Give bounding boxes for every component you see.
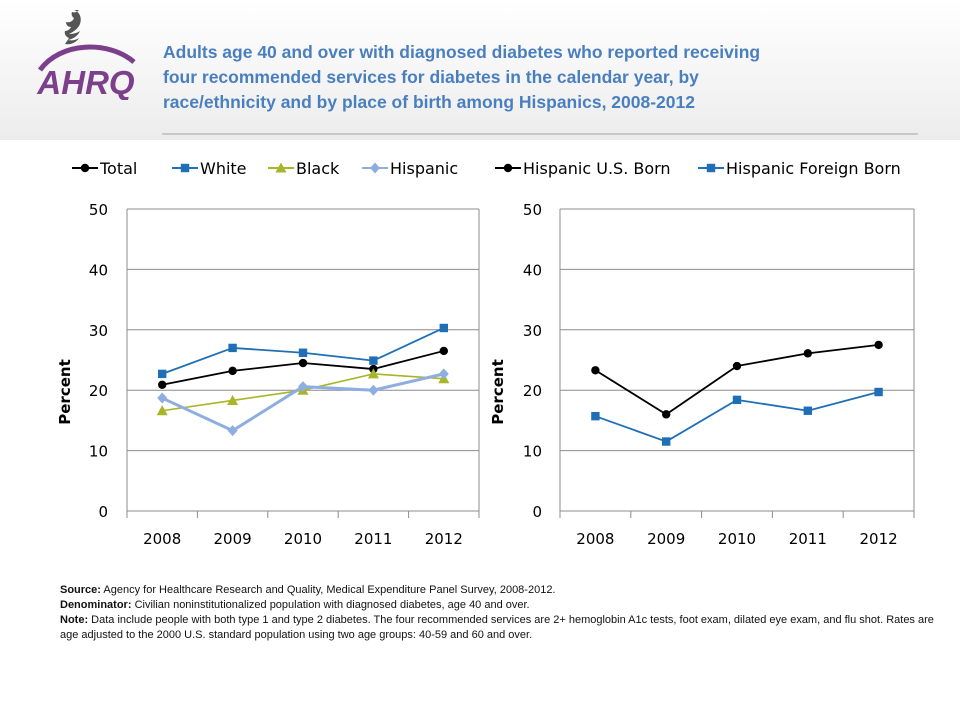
y-tick-label: 0 bbox=[532, 503, 542, 521]
y-tick-label: 50 bbox=[523, 201, 542, 219]
title-line: Adults age 40 and over with diagnosed di… bbox=[163, 42, 761, 62]
legend-marker bbox=[706, 163, 716, 173]
method-note: Note: Data include people with both type… bbox=[60, 613, 940, 643]
legend-entry-hispanic-u-s-born: Hispanic U.S. Born bbox=[495, 159, 671, 178]
data-point-white bbox=[298, 348, 308, 357]
legend-label: Hispanic Foreign Born bbox=[726, 159, 901, 178]
x-tick-label: 2011 bbox=[789, 530, 827, 548]
x-tick-label: 2011 bbox=[354, 530, 392, 548]
legend-label: Hispanic U.S. Born bbox=[523, 159, 671, 178]
y-tick-label: 30 bbox=[523, 322, 542, 340]
data-point-hispanic bbox=[227, 425, 238, 437]
source-text: Agency for Healthcare Research and Quali… bbox=[103, 584, 556, 596]
legend-marker bbox=[180, 163, 190, 173]
data-point-hispanic-foreign-born bbox=[803, 406, 812, 415]
chart-place-of-birth: 0 10 20 30 40 50 2008 2009 2010 2011 2012 Percent Hi… bbox=[489, 159, 915, 548]
legend-entry-hispanic: Hispanic bbox=[362, 159, 458, 178]
x-tick-label: 2009 bbox=[647, 530, 685, 548]
x-tick-label: 2009 bbox=[214, 530, 252, 548]
source-note: Source: Agency for Healthcare Research a… bbox=[60, 583, 940, 598]
data-point-hispanic-foreign-born bbox=[591, 411, 600, 421]
header-divider bbox=[162, 133, 918, 135]
data-point-hispanic-foreign-born bbox=[874, 387, 883, 397]
legend-marker bbox=[503, 163, 513, 173]
legend-entry-black: Black bbox=[268, 159, 340, 178]
data-point-total bbox=[298, 358, 308, 368]
y-tick-label: 10 bbox=[523, 443, 542, 461]
data-point-hispanic-u-s-born bbox=[803, 349, 812, 358]
note-label: Note: bbox=[60, 614, 89, 626]
data-point-black bbox=[156, 405, 168, 416]
x-tick-label: 2008 bbox=[143, 530, 181, 548]
chart-title: Adults age 40 and over with diagnosed di… bbox=[163, 40, 923, 115]
legend-entry-hispanic-foreign-born: Hispanic Foreign Born bbox=[698, 159, 901, 178]
chart-race-ethnicity: 0 10 20 30 40 50 2008 2009 2010 2011 2012 Percent To… bbox=[56, 159, 480, 548]
legend-label: Black bbox=[296, 159, 340, 178]
header-band bbox=[0, 0, 960, 140]
x-tick-label: 2008 bbox=[576, 530, 614, 548]
x-tick-label: 2012 bbox=[425, 530, 463, 548]
series-hispanic bbox=[157, 368, 449, 437]
data-point-hispanic bbox=[298, 381, 308, 393]
legend-marker bbox=[80, 163, 90, 173]
title-line: race/ethnicity and by place of birth amo… bbox=[163, 92, 695, 112]
x-tick-label: 2010 bbox=[284, 530, 322, 548]
legend-label: White bbox=[200, 159, 247, 178]
data-point-black bbox=[367, 368, 379, 379]
series-hispanic-foreign-born bbox=[591, 387, 883, 446]
data-point-total bbox=[228, 366, 237, 376]
legend-marker bbox=[370, 162, 380, 174]
data-point-hispanic-u-s-born bbox=[591, 366, 600, 375]
series-hispanic-u-s-born bbox=[591, 340, 883, 419]
data-point-black bbox=[227, 394, 239, 405]
denominator-note: Denominator: Civilian noninstitutionaliz… bbox=[60, 598, 940, 613]
legend-entry-total: Total bbox=[72, 159, 137, 178]
data-point-white bbox=[369, 356, 378, 365]
data-point-total bbox=[158, 380, 167, 389]
data-point-white bbox=[439, 323, 448, 333]
data-point-hispanic-u-s-born bbox=[662, 410, 671, 419]
y-axis-label: Percent bbox=[489, 359, 507, 424]
data-point-hispanic-foreign-born bbox=[662, 437, 671, 446]
data-point-white bbox=[228, 343, 237, 353]
data-point-hispanic bbox=[368, 384, 379, 396]
denominator-label: Denominator: bbox=[60, 599, 132, 611]
y-tick-label: 50 bbox=[89, 201, 108, 219]
title-line: four recommended services for diabetes i… bbox=[163, 67, 699, 87]
note-text: Data include people with both type 1 and… bbox=[60, 614, 934, 641]
y-tick-label: 20 bbox=[523, 382, 542, 400]
data-point-hispanic bbox=[157, 392, 168, 404]
data-point-white bbox=[158, 369, 167, 379]
data-point-hispanic bbox=[438, 368, 449, 380]
data-point-hispanic-foreign-born bbox=[732, 395, 742, 405]
ahrq-logo: AHRQ bbox=[30, 4, 142, 101]
y-tick-label: 40 bbox=[523, 261, 542, 279]
y-tick-label: 40 bbox=[89, 261, 108, 279]
x-tick-label: 2010 bbox=[718, 530, 756, 548]
x-tick-label: 2012 bbox=[860, 530, 898, 548]
denominator-text: Civilian noninstitutionalized population… bbox=[134, 599, 530, 611]
y-tick-label: 0 bbox=[98, 503, 108, 521]
legend-marker bbox=[275, 162, 287, 173]
hhs-eagle-icon: AHRQ bbox=[36, 10, 136, 101]
logo-text: AHRQ bbox=[36, 64, 134, 100]
y-tick-label: 10 bbox=[89, 443, 108, 461]
footnotes: Source: Agency for Healthcare Research a… bbox=[60, 583, 940, 643]
source-label: Source: bbox=[60, 584, 101, 596]
y-tick-label: 30 bbox=[89, 322, 108, 340]
legend-label: Total bbox=[99, 159, 137, 178]
y-axis-label: Percent bbox=[56, 359, 74, 424]
data-point-hispanic-u-s-born bbox=[874, 340, 883, 350]
series-white bbox=[158, 323, 448, 379]
legend-label: Hispanic bbox=[390, 159, 458, 178]
y-tick-label: 20 bbox=[89, 382, 108, 400]
data-point-total bbox=[439, 346, 448, 356]
legend-entry-white: White bbox=[172, 159, 247, 178]
data-point-hispanic-u-s-born bbox=[732, 361, 742, 371]
